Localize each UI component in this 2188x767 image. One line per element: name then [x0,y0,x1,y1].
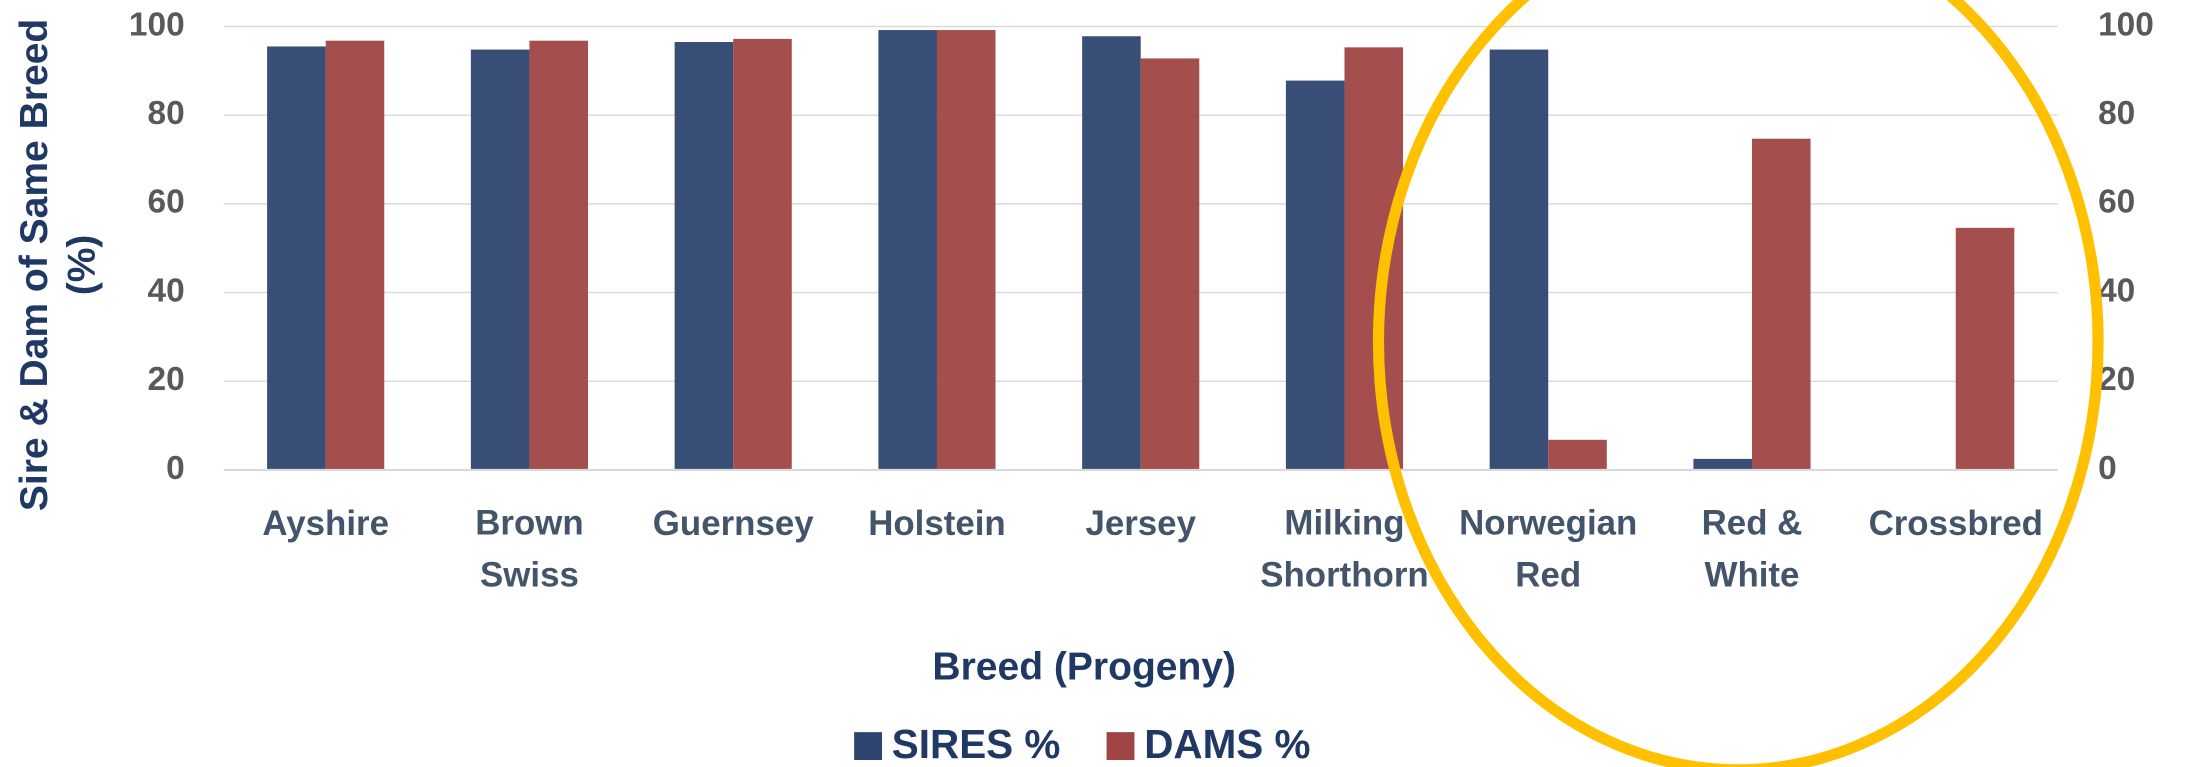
highlight-ellipse [1373,0,2104,767]
x-tick-label: Norwegian Red [1459,504,1637,595]
y-tick-label: 80 [148,95,185,132]
bar [325,40,385,470]
y-tick-label: 60 [148,184,185,221]
bar [267,46,326,470]
bar [733,38,792,470]
bar [1751,138,1811,470]
x-axis-title: Breed (Progeny) [932,646,1236,689]
bar [1285,80,1345,470]
y-axis-title: Sire & Dam of Same Breed (%) [13,19,103,511]
y2-tick-label: 80 [2098,95,2135,132]
bar [1693,458,1752,470]
bar [1955,227,2015,470]
x-tick-label: Red & White [1702,504,1803,595]
bar [1489,49,1549,470]
x-tick-label: Milking Shorthorn [1260,504,1428,595]
y2-tick-label: 0 [2098,450,2117,487]
y2-tick-label: 100 [2098,6,2154,43]
bar [936,30,996,470]
bar [470,49,530,470]
bar [1344,47,1404,470]
x-tick-label: Crossbred [1869,504,2043,543]
bar [878,30,937,470]
bar [1082,36,1141,470]
bar [529,40,589,470]
x-tick-label: Ayshire [262,504,389,543]
bar [1548,439,1607,470]
y-tick-label: 100 [129,6,185,43]
legend-swatch [1106,732,1135,761]
x-tick-label: Jersey [1085,504,1196,543]
legend-label: DAMS % [1144,721,1310,767]
x-tick-label: Holstein [868,504,1006,543]
bar [674,42,734,470]
y-axis-title-group: Sire & Dam of Same Breed (%) [13,19,103,511]
legend-swatch [854,732,883,761]
x-tick-label: Brown Swiss [475,504,583,595]
y-tick-label: 20 [148,361,185,398]
y2-tick-label: 20 [2098,361,2135,398]
y-tick-label: 40 [148,272,185,309]
x-tick-label: Guernsey [653,504,814,543]
y2-tick-label: 40 [2098,272,2135,309]
bar [1140,58,1200,470]
y-tick-label: 0 [166,450,185,487]
legend-label: SIRES % [892,721,1061,767]
y2-tick-label: 60 [2098,184,2135,221]
